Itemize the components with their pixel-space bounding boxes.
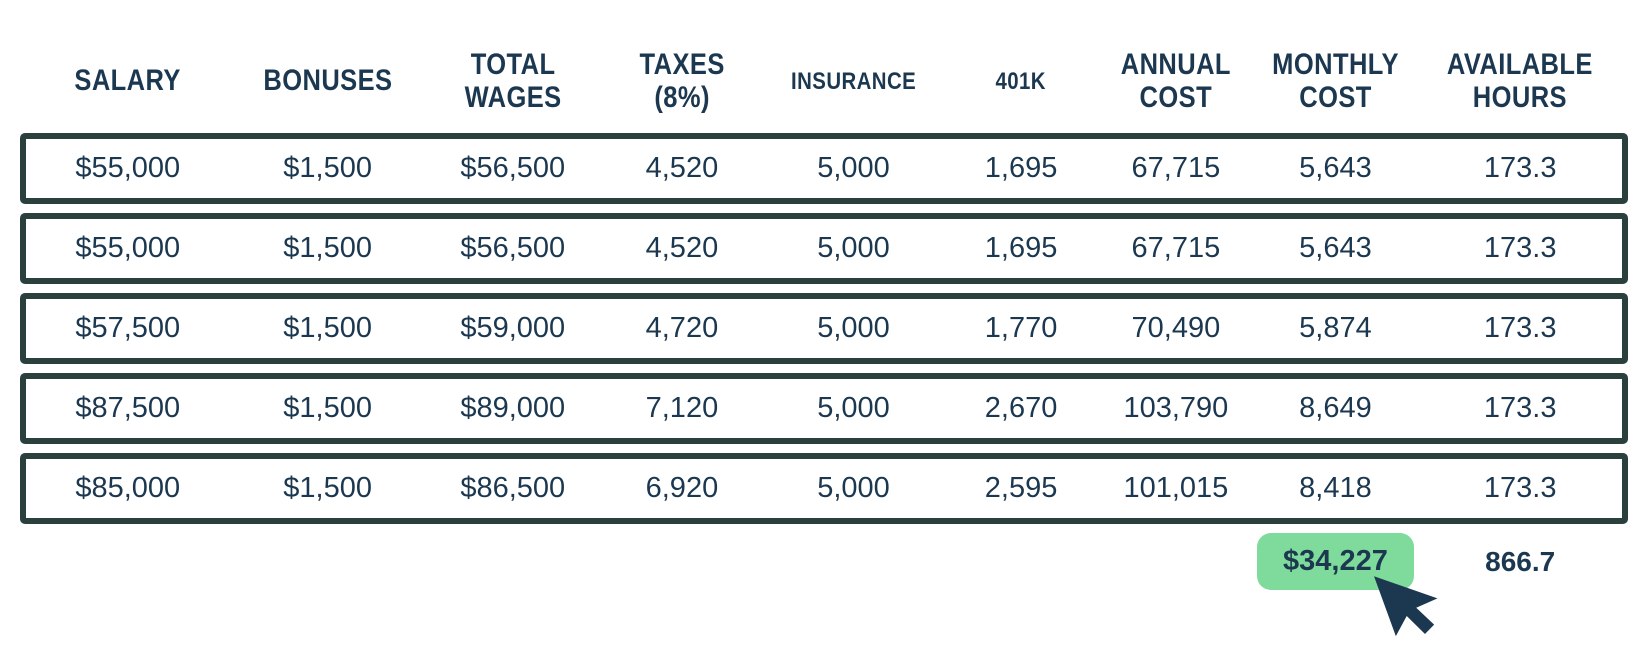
table-cell: $55,000: [75, 232, 181, 264]
table-cell: 5,000: [817, 232, 890, 264]
table-cell: 5,000: [817, 472, 890, 504]
cursor-icon: [1371, 556, 1451, 651]
table-row: $55,000 $1,500 $56,500 4,520 5,000 1,695…: [20, 133, 1628, 204]
table-cell: 4,520: [645, 152, 719, 184]
table-cell: $1,500: [283, 232, 372, 264]
column-header-401k: 401K: [995, 67, 1047, 95]
column-header-total-wages: TOTAL WAGES: [464, 48, 562, 114]
table-cell: 70,490: [1131, 312, 1221, 344]
table-cell: 7,120: [645, 392, 719, 424]
column-header-monthly-cost: MONTHLY COST: [1272, 48, 1399, 114]
totals-row: $34,227 866.7: [26, 533, 1622, 590]
table-cell: 5,000: [817, 152, 890, 184]
column-header-taxes: TAXES (8%): [639, 48, 725, 114]
table-cell: 173.3: [1483, 232, 1557, 264]
table-cell: 173.3: [1483, 472, 1557, 504]
table-cell: $59,000: [460, 312, 566, 344]
table-cell: $1,500: [283, 472, 372, 504]
table-cell: 1,695: [984, 152, 1058, 184]
table-cell: 8,649: [1299, 392, 1372, 424]
table-row: $55,000 $1,500 $56,500 4,520 5,000 1,695…: [20, 213, 1628, 284]
table-cell: 1,770: [984, 312, 1058, 344]
table-cell: 5,000: [817, 392, 890, 424]
table-cell: $89,000: [460, 392, 566, 424]
table-cell: $1,500: [283, 392, 372, 424]
column-header-insurance: INSURANCE: [790, 67, 917, 95]
table-cell: 8,418: [1299, 472, 1372, 504]
table-cell: 2,670: [984, 392, 1058, 424]
column-header-bonuses: BONUSES: [263, 64, 393, 98]
table-cell: 2,595: [984, 472, 1058, 504]
table-cell: 173.3: [1483, 392, 1557, 424]
table-row: $85,000 $1,500 $86,500 6,920 5,000 2,595…: [20, 453, 1628, 524]
table-header-row: SALARY BONUSES TOTAL WAGES TAXES (8%) IN…: [26, 0, 1622, 133]
monthly-cost-total-highlight[interactable]: $34,227: [1257, 533, 1414, 590]
table-cell: 5,643: [1299, 232, 1372, 264]
table-cell: 5,874: [1299, 312, 1372, 344]
table-cell: 173.3: [1483, 312, 1557, 344]
table-cell: 4,720: [645, 312, 719, 344]
table-cell: $57,500: [75, 312, 181, 344]
table-cell: $1,500: [283, 152, 372, 184]
table-cell: 6,920: [645, 472, 719, 504]
table-cell: 173.3: [1483, 152, 1557, 184]
table-cell: 5,643: [1299, 152, 1372, 184]
available-hours-total: 866.7: [1485, 545, 1556, 577]
table-cell: $55,000: [75, 152, 181, 184]
table-cell: 1,695: [984, 232, 1058, 264]
table-cell: $1,500: [283, 312, 372, 344]
column-header-annual-cost: ANNUAL COST: [1120, 48, 1231, 114]
table-cell: 101,015: [1123, 472, 1229, 504]
table-cell: $56,500: [460, 152, 566, 184]
table-cell: 67,715: [1131, 152, 1221, 184]
table-cell: $86,500: [460, 472, 566, 504]
column-header-salary: SALARY: [74, 64, 181, 98]
table-cell: $87,500: [75, 392, 181, 424]
table-cell: 103,790: [1123, 392, 1229, 424]
table-cell: $85,000: [75, 472, 181, 504]
table-row: $57,500 $1,500 $59,000 4,720 5,000 1,770…: [20, 293, 1628, 364]
column-header-available-hours: AVAILABLE HOURS: [1447, 48, 1594, 114]
table-row: $87,500 $1,500 $89,000 7,120 5,000 2,670…: [20, 373, 1628, 444]
table-cell: 4,520: [645, 232, 719, 264]
table-cell: $56,500: [460, 232, 566, 264]
table-cell: 5,000: [817, 312, 890, 344]
table-cell: 67,715: [1131, 232, 1221, 264]
